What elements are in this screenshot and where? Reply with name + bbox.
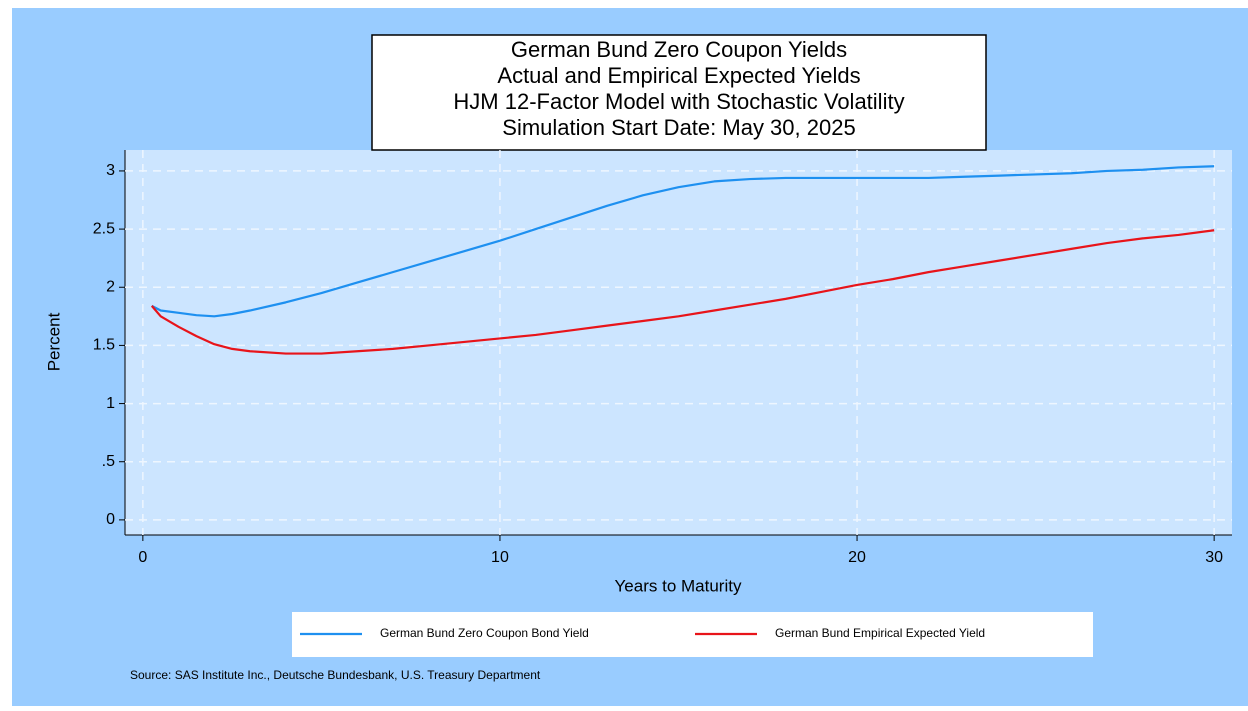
source-note: Source: SAS Institute Inc., Deutsche Bun…	[130, 668, 541, 682]
chart-title: Simulation Start Date: May 30, 2025	[502, 115, 855, 140]
legend-box	[292, 612, 1093, 657]
y-tick-label: 2	[106, 278, 115, 295]
x-tick-label: 0	[138, 549, 147, 566]
y-tick-label: .5	[102, 453, 115, 470]
y-axis-label: Percent	[44, 312, 63, 371]
chart-title: German Bund Zero Coupon Yields	[511, 37, 847, 62]
x-tick-label: 20	[848, 549, 866, 566]
y-tick-label: 3	[106, 162, 115, 179]
chart-title: HJM 12-Factor Model with Stochastic Vola…	[453, 89, 904, 114]
x-tick-label: 10	[491, 549, 509, 566]
y-tick-label: 2.5	[93, 220, 115, 237]
legend-label: German Bund Empirical Expected Yield	[775, 626, 985, 640]
plot-area	[125, 150, 1232, 535]
y-tick-label: 0	[106, 511, 115, 528]
title-box	[371, 34, 987, 151]
data-line	[151, 165, 1215, 318]
x-axis-label: Years to Maturity	[615, 576, 742, 595]
y-tick-label: 1	[106, 395, 115, 412]
x-tick-label: 30	[1205, 549, 1223, 566]
legend-label: German Bund Zero Coupon Bond Yield	[380, 626, 589, 640]
chart-title: Actual and Empirical Expected Yields	[497, 63, 860, 88]
y-tick-label: 1.5	[93, 337, 115, 354]
data-line	[150, 229, 1215, 355]
